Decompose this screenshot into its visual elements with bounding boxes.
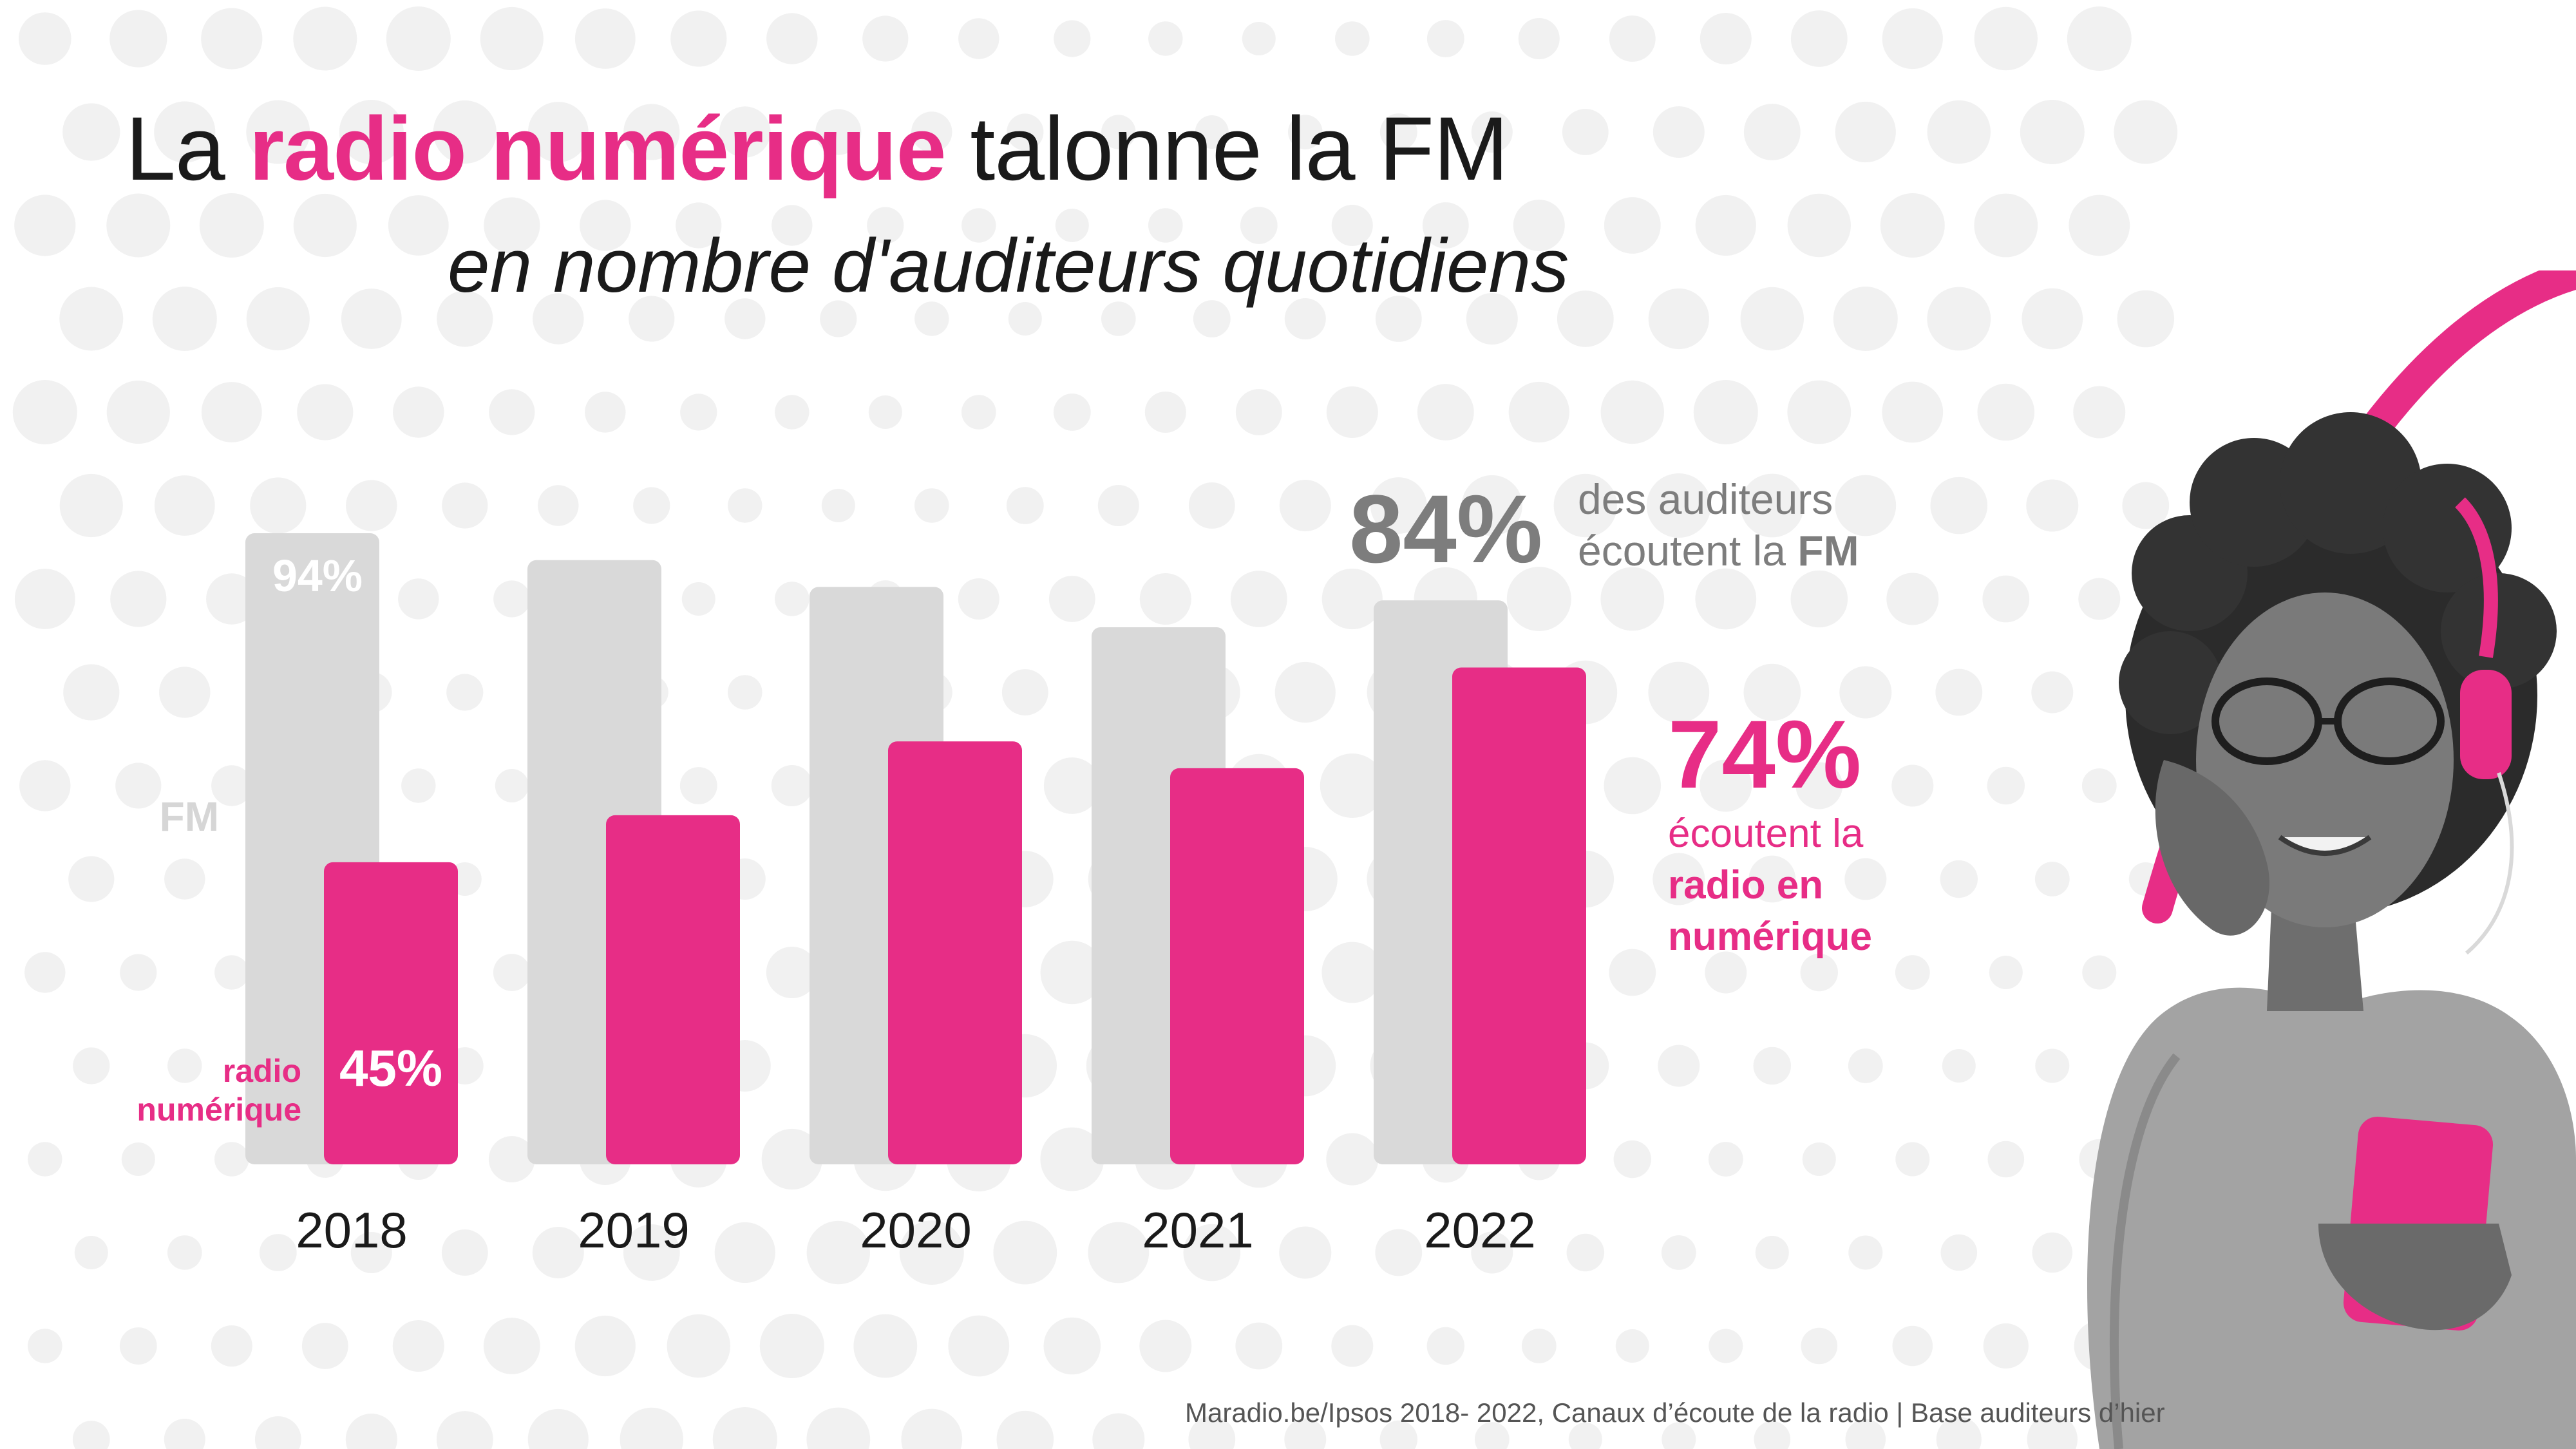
x-tick-2020: 2020	[860, 1202, 972, 1258]
fm-callout-value: 84%	[1349, 475, 1543, 583]
x-tick-2019: 2019	[578, 1202, 690, 1258]
source-note: Maradio.be/Ipsos 2018- 2022, Canaux d’éc…	[1185, 1397, 2165, 1428]
digital-callout-text: écoutent la radio en numérique	[1668, 808, 1872, 963]
woman-with-headphones-photo	[2087, 270, 2576, 1449]
title-prefix: La	[126, 98, 225, 199]
bar-digital-2022	[1452, 667, 1586, 1164]
digital-callout-bold1: radio en	[1668, 863, 1824, 907]
fm-callout-bold: FM	[1797, 527, 1859, 574]
title-accent: radio numérique	[249, 98, 947, 199]
data-label-fm-2018: 94%	[272, 551, 363, 601]
fm-callout-line2: écoutent la	[1578, 527, 1786, 574]
page-title: La radio numérique talonne la FM	[126, 97, 1509, 201]
bar-digital-2018	[324, 862, 458, 1164]
fm-callout-text: des auditeurs écoutent la FM	[1578, 473, 1859, 576]
data-label-digital-2018: 45%	[339, 1039, 442, 1097]
series-label-digital-line2: numérique	[137, 1092, 301, 1128]
bar-digital-2020	[888, 741, 1022, 1164]
series-label-digital-line1: radio	[223, 1053, 301, 1089]
x-tick-2021: 2021	[1142, 1202, 1254, 1258]
bar-digital-2019	[606, 815, 740, 1164]
series-label-fm: FM	[160, 793, 219, 840]
title-suffix: talonne la FM	[970, 98, 1508, 199]
page-subtitle: en nombre d'auditeurs quotidiens	[448, 223, 1569, 308]
digital-callout-value: 74%	[1668, 700, 1862, 808]
bar-digital-2021	[1170, 768, 1304, 1164]
x-tick-2022: 2022	[1424, 1202, 1536, 1258]
digital-callout-line1: écoutent la	[1668, 811, 1864, 856]
x-tick-2018: 2018	[296, 1202, 408, 1258]
digital-callout-bold2: numérique	[1668, 914, 1872, 959]
fm-callout-line1: des auditeurs	[1578, 475, 1833, 523]
